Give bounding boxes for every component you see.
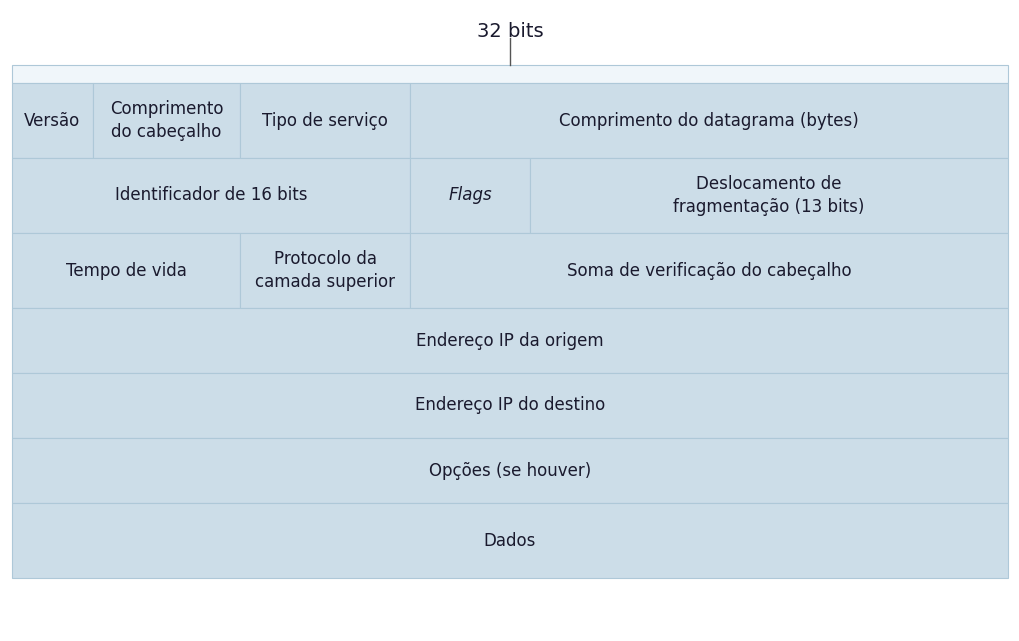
Text: Opções (se houver): Opções (se houver) xyxy=(428,462,591,479)
Text: Soma de verificação do cabeçalho: Soma de verificação do cabeçalho xyxy=(567,262,851,279)
Text: Endereço IP da origem: Endereço IP da origem xyxy=(416,331,603,349)
Text: Protocolo da
camada superior: Protocolo da camada superior xyxy=(255,250,394,291)
Bar xyxy=(12,308,1007,373)
Bar xyxy=(12,438,1007,503)
Bar xyxy=(93,83,239,158)
Bar xyxy=(12,233,239,308)
Text: Identificador de 16 bits: Identificador de 16 bits xyxy=(115,187,307,204)
Text: Endereço IP do destino: Endereço IP do destino xyxy=(415,397,604,415)
Bar xyxy=(12,65,1007,83)
Bar xyxy=(239,83,410,158)
Bar xyxy=(530,158,1007,233)
Bar xyxy=(12,158,410,233)
Bar xyxy=(410,158,530,233)
Text: Deslocamento de
fragmentação (13 bits): Deslocamento de fragmentação (13 bits) xyxy=(673,175,864,216)
Bar xyxy=(12,503,1007,578)
Text: 32 bits: 32 bits xyxy=(476,22,543,41)
Text: Tempo de vida: Tempo de vida xyxy=(65,262,186,279)
Text: Comprimento do datagrama (bytes): Comprimento do datagrama (bytes) xyxy=(558,112,858,129)
Bar xyxy=(410,83,1007,158)
Text: Tipo de serviço: Tipo de serviço xyxy=(262,112,387,129)
Text: Dados: Dados xyxy=(483,531,536,549)
Bar xyxy=(12,373,1007,438)
Text: Versão: Versão xyxy=(24,112,81,129)
Bar xyxy=(410,233,1007,308)
Bar xyxy=(12,83,93,158)
Text: Flags: Flags xyxy=(447,187,491,204)
Bar xyxy=(239,233,410,308)
Text: Comprimento
do cabeçalho: Comprimento do cabeçalho xyxy=(110,100,223,141)
